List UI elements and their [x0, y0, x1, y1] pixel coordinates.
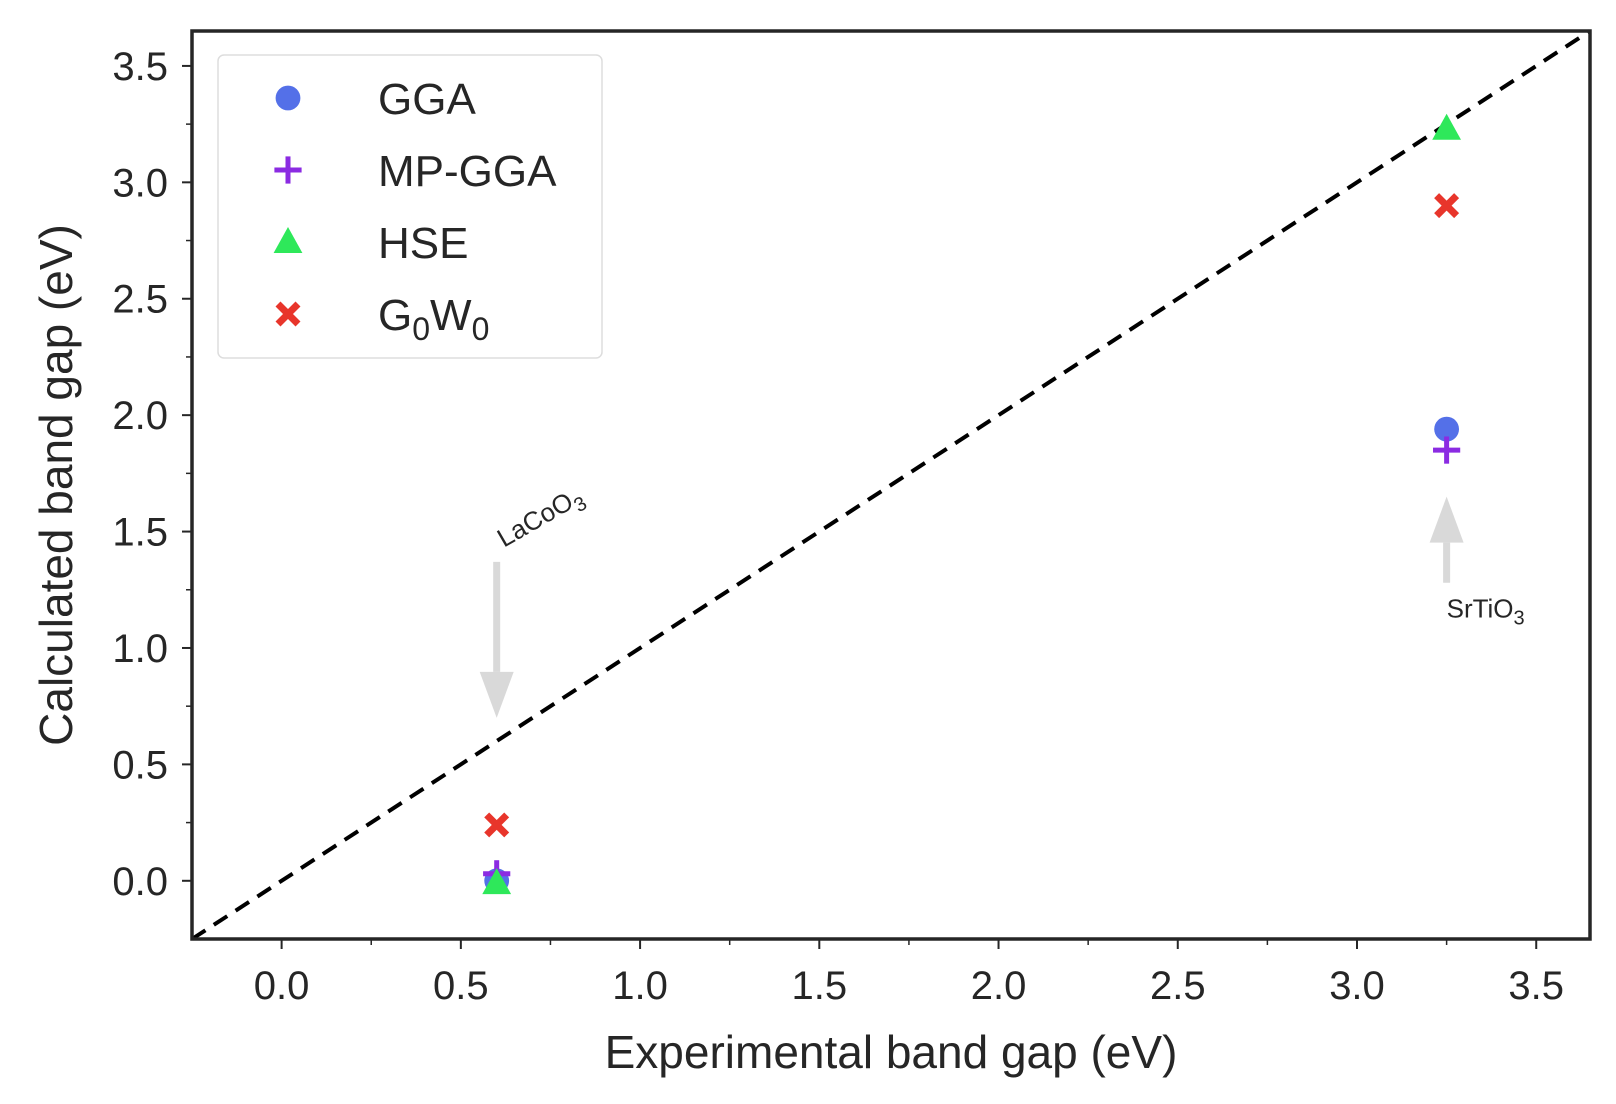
data-point-circle	[1434, 416, 1460, 442]
x-tick-label: 2.5	[1150, 964, 1206, 1008]
data-point-x	[1434, 193, 1460, 219]
legend-label: HSE	[378, 219, 468, 268]
x-tick-label: 1.0	[612, 964, 668, 1008]
y-tick-label: 2.5	[112, 278, 168, 322]
annotation-arrow	[479, 561, 514, 718]
annotation-label: SrTiO3	[1447, 594, 1525, 630]
arrow-head	[1429, 496, 1464, 543]
x-tick-label: 3.5	[1508, 964, 1564, 1008]
legend-label-subscript: 0	[472, 311, 490, 347]
annotation-label-base: SrTiO	[1447, 594, 1514, 624]
legend-marker-plus	[274, 156, 302, 184]
x-tick-label: 3.0	[1329, 964, 1385, 1008]
legend-item: MP-GGA	[274, 147, 557, 196]
series-triangle	[482, 113, 1462, 895]
plot-frame	[190, 29, 1592, 941]
legend-item: G0W0	[275, 291, 489, 347]
y-tick-label: 3.0	[112, 161, 168, 205]
y-axis-label: Calculated band gap (eV)	[30, 224, 82, 746]
x-axis-label: Experimental band gap (eV)	[605, 1026, 1178, 1078]
legend-item: HSE	[273, 219, 468, 268]
annotation-arrow	[1429, 496, 1464, 583]
legend-label: MP-GGA	[378, 147, 557, 196]
y-tick-label: 3.5	[112, 45, 168, 89]
legend-item: GGA	[275, 75, 476, 124]
series-x	[484, 193, 1460, 838]
x-stroke-b	[484, 812, 510, 838]
legend-box	[217, 54, 603, 359]
data-points-layer	[482, 113, 1462, 895]
legend-marker-triangle	[273, 227, 303, 253]
x-tick-label: 0.5	[433, 964, 489, 1008]
y-tick-label: 2.0	[112, 394, 168, 438]
reference-line-layer	[190, 29, 1592, 941]
legend-label: GGA	[378, 75, 476, 124]
x-tick-label: 0.0	[254, 964, 310, 1008]
legend-label-part: G	[378, 291, 412, 340]
data-point-triangle	[482, 868, 512, 895]
legend-label: G0W0	[378, 291, 489, 347]
data-point-triangle	[1432, 113, 1462, 140]
x-stroke-b	[1434, 193, 1460, 219]
legend-marker-circle	[275, 85, 301, 111]
legend-marker-x	[275, 301, 301, 327]
axes-layer: 0.0 0.5 1.0 1.5 2.0 2.5 3.0 3.5 0.0 0.5 1.0 1.5 2.0 2…	[112, 29, 1592, 1008]
annotation-label-subscript: 3	[1514, 608, 1525, 630]
x-tick-label: 2.0	[971, 964, 1027, 1008]
legend-label-subscript: 0	[412, 311, 430, 347]
data-point-x	[484, 812, 510, 838]
y-tick-label: 0.0	[112, 860, 168, 904]
x-tick-label: 1.5	[792, 964, 848, 1008]
x-stroke-b	[275, 301, 301, 327]
arrow-head	[479, 671, 514, 718]
data-point-plus	[1433, 436, 1461, 464]
y-tick-label: 1.0	[112, 627, 168, 671]
y-tick-label: 0.5	[112, 743, 168, 787]
reference-diagonal-line	[190, 29, 1592, 941]
y-tick-label: 1.5	[112, 511, 168, 555]
legend-label-part: W	[430, 291, 472, 340]
